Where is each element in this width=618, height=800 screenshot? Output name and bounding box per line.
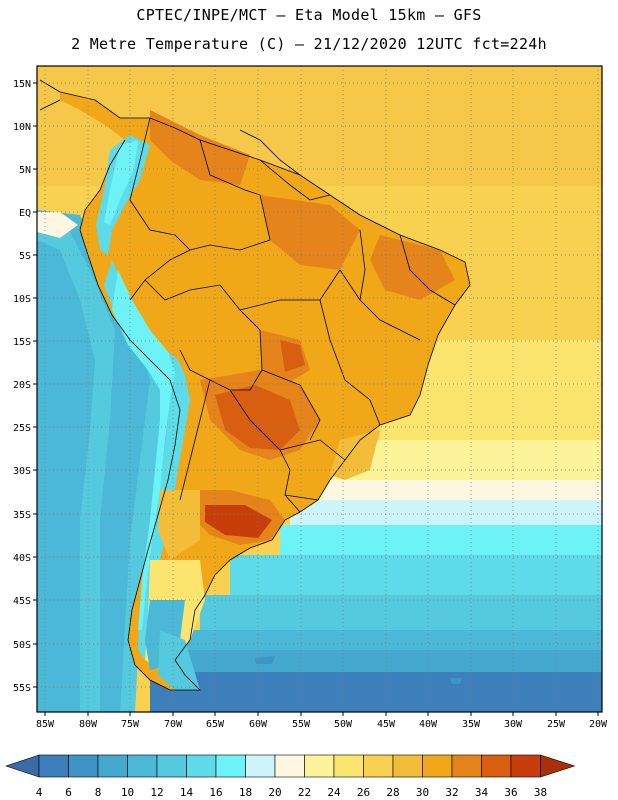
- legend-label: 12: [150, 786, 163, 799]
- legend-swatch: [451, 754, 482, 778]
- lon-label-75w: 75W: [121, 719, 140, 730]
- country-borders: [39, 79, 471, 691]
- lat-label-50s: 50S: [13, 640, 31, 651]
- lon-label-40w: 40W: [419, 719, 438, 730]
- lon-label-30w: 30W: [504, 719, 523, 730]
- legend-label: 14: [180, 786, 194, 799]
- lon-label-60w: 60W: [249, 719, 268, 730]
- legend-swatch: [304, 754, 335, 778]
- legend-label: 38: [534, 786, 547, 799]
- map-frame: [36, 65, 603, 713]
- legend-swatch: [510, 754, 541, 778]
- legend-label: 8: [95, 786, 102, 799]
- legend-swatch: [97, 754, 128, 778]
- lat-label-5s: 5S: [19, 251, 31, 262]
- lat-label-10n: 10N: [13, 122, 31, 133]
- legend-label: 4: [36, 786, 43, 799]
- lon-label-35w: 35W: [462, 719, 481, 730]
- legend-label: 10: [121, 786, 134, 799]
- legend-label: 20: [268, 786, 281, 799]
- legend-swatch: [333, 754, 364, 778]
- legend-label: 36: [504, 786, 517, 799]
- lon-label-20w: 20W: [589, 719, 608, 730]
- lon-label-55w: 55W: [292, 719, 311, 730]
- legend-swatch: [481, 754, 512, 778]
- legend-swatch: [186, 754, 217, 778]
- legend-swatch: [363, 754, 394, 778]
- legend-swatch: [127, 754, 158, 778]
- lon-label-70w: 70W: [164, 719, 183, 730]
- lat-label-15n: 15N: [13, 79, 31, 90]
- legend-label: 18: [239, 786, 252, 799]
- lon-label-50w: 50W: [334, 719, 353, 730]
- legend-label: 22: [298, 786, 311, 799]
- title-line-1: CPTEC/INPE/MCT – Eta Model 15km – GFS: [136, 6, 482, 24]
- lon-label-45w: 45W: [377, 719, 396, 730]
- lon-label-85w: 85W: [36, 719, 55, 730]
- lon-label-65w: 65W: [206, 719, 225, 730]
- legend-label: 28: [386, 786, 399, 799]
- lat-label-eq: EQ: [19, 208, 31, 219]
- lat-label-15s: 15S: [13, 337, 31, 348]
- legend-label: 26: [357, 786, 370, 799]
- lat-label-25s: 25S: [13, 423, 31, 434]
- legend-swatch-below-4: [5, 754, 40, 778]
- lat-label-10s: 10S: [13, 294, 31, 305]
- legend-swatch: [422, 754, 453, 778]
- legend-label: 16: [209, 786, 222, 799]
- legend-label: 6: [65, 786, 72, 799]
- map-field: [37, 66, 602, 712]
- lat-label-40s: 40S: [13, 553, 31, 564]
- legend-swatch: [38, 754, 69, 778]
- legend-swatch-above-38: [540, 754, 576, 778]
- lon-label-25w: 25W: [547, 719, 566, 730]
- legend-swatch: [215, 754, 246, 778]
- lat-label-55s: 55S: [13, 683, 31, 694]
- legend-swatch: [274, 754, 305, 778]
- legend-label: 24: [327, 786, 341, 799]
- legend-swatch: [68, 754, 99, 778]
- legend-swatch: [392, 754, 423, 778]
- legend-swatch: [156, 754, 187, 778]
- axis-ticks: [33, 82, 599, 716]
- legend-label: 32: [445, 786, 458, 799]
- legend-swatch: [245, 754, 276, 778]
- lat-label-35s: 35S: [13, 510, 31, 521]
- lat-label-30s: 30S: [13, 466, 31, 477]
- temperature-map: 15N 10N 5N EQ 5S 10S 15S 20S 25S 30S 35S…: [13, 65, 608, 730]
- lat-label-5n: 5N: [19, 165, 31, 176]
- lon-label-80w: 80W: [79, 719, 98, 730]
- legend-label: 30: [416, 786, 429, 799]
- lat-label-20s: 20S: [13, 380, 31, 391]
- lat-label-45s: 45S: [13, 596, 31, 607]
- legend-label: 34: [475, 786, 489, 799]
- title-line-2: 2 Metre Temperature (C) – 21/12/2020 12U…: [71, 35, 547, 53]
